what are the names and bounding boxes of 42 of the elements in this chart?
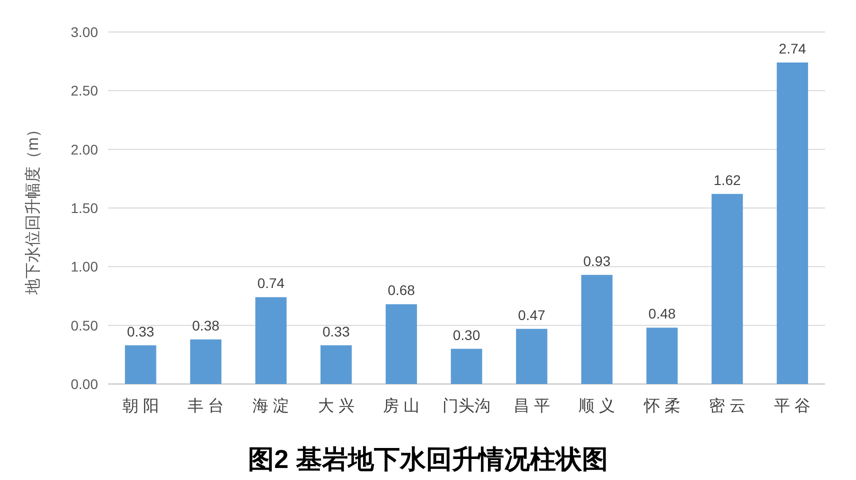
y-tick-label: 0.00: [70, 376, 98, 392]
bar: [581, 274, 613, 384]
data-label: 1.62: [714, 172, 742, 188]
text: 图2 基岩地下水回升情况柱状图: [248, 444, 608, 474]
bar: [124, 345, 156, 384]
data-label: 2.74: [778, 40, 806, 57]
y-tick-label: 0.50: [70, 317, 98, 334]
data-label: 0.38: [192, 317, 220, 334]
bar: [255, 297, 287, 384]
x-tick-label: 门头沟: [442, 397, 490, 415]
y-tick-label: 2.00: [70, 141, 98, 158]
data-label: 0.74: [257, 275, 285, 292]
bar: [386, 304, 417, 384]
data-label: 0.68: [388, 282, 416, 298]
bar: [646, 328, 678, 384]
x-tick-label: 昌 平: [513, 398, 550, 415]
y-tick-label: 2.50: [70, 82, 98, 99]
y-tick-label: 1.50: [70, 200, 98, 216]
data-label: 0.30: [452, 326, 480, 343]
bar: [712, 194, 743, 384]
data-label: 0.33: [322, 323, 350, 340]
x-tick-label: 平 谷: [774, 397, 811, 415]
bar: [776, 62, 808, 384]
x-tick-label: 顺 义: [578, 397, 616, 415]
x-tick-label: 怀 柔: [642, 398, 680, 415]
data-label: 0.33: [126, 323, 154, 340]
bar: [320, 345, 352, 384]
y-axis-title: 地下水位回升幅度（m）: [24, 121, 42, 296]
bar: [190, 339, 222, 384]
bar: [516, 328, 548, 384]
bar: [450, 348, 482, 384]
y-tick-label: 1.00: [70, 258, 98, 275]
data-label: 0.93: [583, 252, 611, 269]
x-tick-label: 密 云: [709, 397, 746, 415]
x-tick-label: 海 淀: [252, 397, 290, 415]
x-tick-label: 大 兴: [318, 397, 354, 415]
x-tick-label: 房 山: [383, 397, 420, 415]
y-tick-label: 3.00: [70, 24, 98, 40]
data-label: 0.48: [648, 306, 676, 322]
x-tick-label: 丰 台: [188, 397, 224, 415]
data-label: 0.47: [518, 306, 546, 323]
x-tick-label: 朝 阳: [122, 397, 159, 415]
